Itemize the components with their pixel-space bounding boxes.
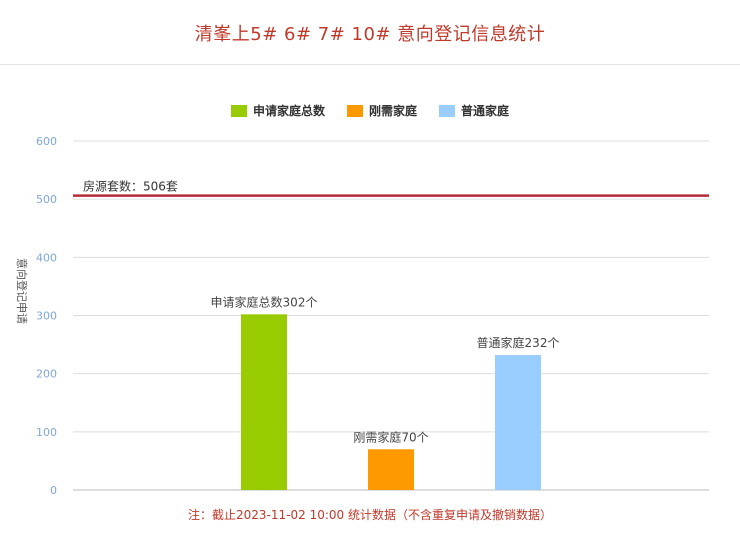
legend-label-rigid: 刚需家庭 — [368, 104, 417, 118]
legend-item-ordinary[interactable]: 普通家庭 — [439, 102, 509, 119]
data-label: 普通家庭232个 — [477, 335, 560, 350]
reference-line-label: 房源套数：506套 — [83, 179, 178, 194]
page-title: 清峯上5# 6# 7# 10# 意向登记信息统计 — [194, 24, 546, 45]
footnote: 注：截止2023-11-02 10:00 统计数据（不含重复申请及撤销数据） — [188, 508, 552, 522]
legend-swatch-rigid — [346, 104, 363, 117]
y-tick-label: 0 — [50, 484, 57, 497]
legend-label-total: 申请家庭总数 — [252, 104, 325, 118]
data-label: 刚需家庭70个 — [353, 429, 428, 444]
legend-swatch-ordinary — [439, 104, 455, 117]
bar — [368, 449, 414, 490]
legend-item-rigid[interactable]: 刚需家庭 — [346, 102, 417, 119]
legend-item-total[interactable]: 申请家庭总数 — [230, 102, 325, 119]
y-tick-label: 300 — [36, 310, 57, 323]
y-tick-label: 600 — [36, 135, 57, 148]
y-tick-label: 400 — [36, 251, 57, 264]
y-tick-label: 100 — [36, 426, 57, 439]
y-tick-label: 200 — [36, 368, 57, 381]
legend-swatch-total — [230, 104, 247, 117]
chart-legend: 申请家庭总数 刚需家庭 普通家庭 — [0, 102, 740, 119]
bar — [495, 355, 541, 490]
data-label: 申请家庭总数302个 — [211, 294, 318, 309]
bar — [241, 314, 287, 490]
header: 清峯上5# 6# 7# 10# 意向登记信息统计 — [0, 0, 740, 65]
y-tick-label: 500 — [36, 193, 57, 206]
legend-label-ordinary: 普通家庭 — [461, 104, 510, 118]
